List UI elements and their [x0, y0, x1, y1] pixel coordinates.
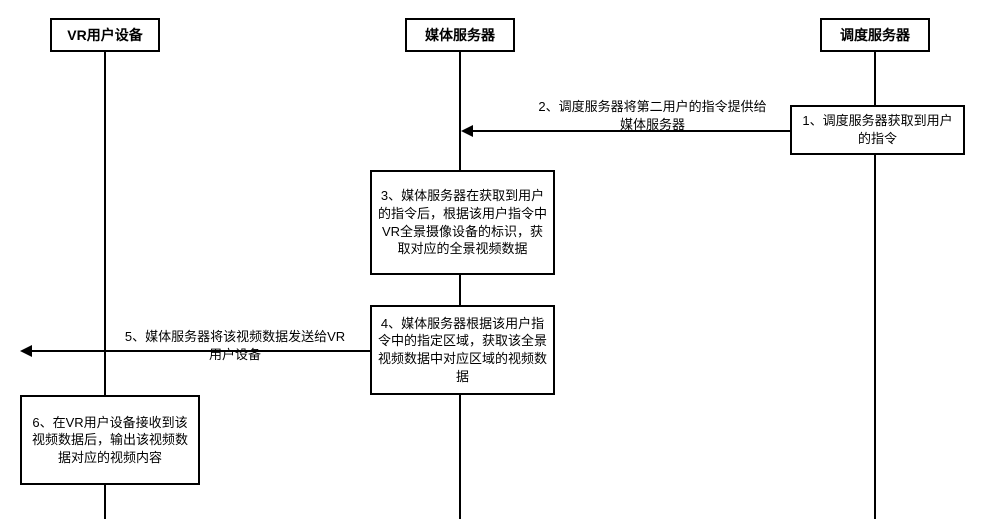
msg2-line — [472, 130, 790, 132]
msg2-label: 2、调度服务器将第二用户的指令提供给媒体服务器 — [535, 98, 770, 133]
actor-label: 媒体服务器 — [425, 26, 495, 45]
lifeline-dispatch — [874, 52, 876, 105]
step-text: 6、在VR用户设备接收到该视频数据后，输出该视频数据对应的视频内容 — [28, 414, 192, 467]
step3-box: 3、媒体服务器在获取到用户的指令后，根据该用户指令中VR全景摄像设备的标识，获取… — [370, 170, 555, 275]
lifeline-media — [459, 52, 461, 170]
step4-box: 4、媒体服务器根据该用户指令中的指定区域，获取该全景视频数据中对应区域的视频数据 — [370, 305, 555, 395]
step-text: 4、媒体服务器根据该用户指令中的指定区域，获取该全景视频数据中对应区域的视频数据 — [378, 315, 547, 385]
actor-label: VR用户设备 — [67, 26, 142, 45]
msg-text: 2、调度服务器将第二用户的指令提供给媒体服务器 — [538, 99, 766, 132]
step1-box: 1、调度服务器获取到用户的指令 — [790, 105, 965, 155]
actor-dispatch-server: 调度服务器 — [820, 18, 930, 52]
msg5-line — [32, 350, 370, 352]
step-text: 1、调度服务器获取到用户的指令 — [798, 112, 957, 147]
msg5-arrowhead — [20, 345, 32, 357]
msg-text: 5、媒体服务器将该视频数据发送给VR用户设备 — [125, 329, 345, 362]
lifeline-media-2 — [459, 275, 461, 305]
sequence-diagram: VR用户设备 媒体服务器 调度服务器 1、调度服务器获取到用户的指令 2、调度服… — [0, 0, 1000, 519]
step-text: 3、媒体服务器在获取到用户的指令后，根据该用户指令中VR全景摄像设备的标识，获取… — [378, 187, 547, 257]
step6-box: 6、在VR用户设备接收到该视频数据后，输出该视频数据对应的视频内容 — [20, 395, 200, 485]
msg5-label: 5、媒体服务器将该视频数据发送给VR用户设备 — [120, 328, 350, 363]
actor-media-server: 媒体服务器 — [405, 18, 515, 52]
lifeline-media-3 — [459, 395, 461, 519]
lifeline-dispatch-2 — [874, 155, 876, 519]
actor-label: 调度服务器 — [840, 26, 910, 45]
msg2-arrowhead — [461, 125, 473, 137]
actor-vr-device: VR用户设备 — [50, 18, 160, 52]
